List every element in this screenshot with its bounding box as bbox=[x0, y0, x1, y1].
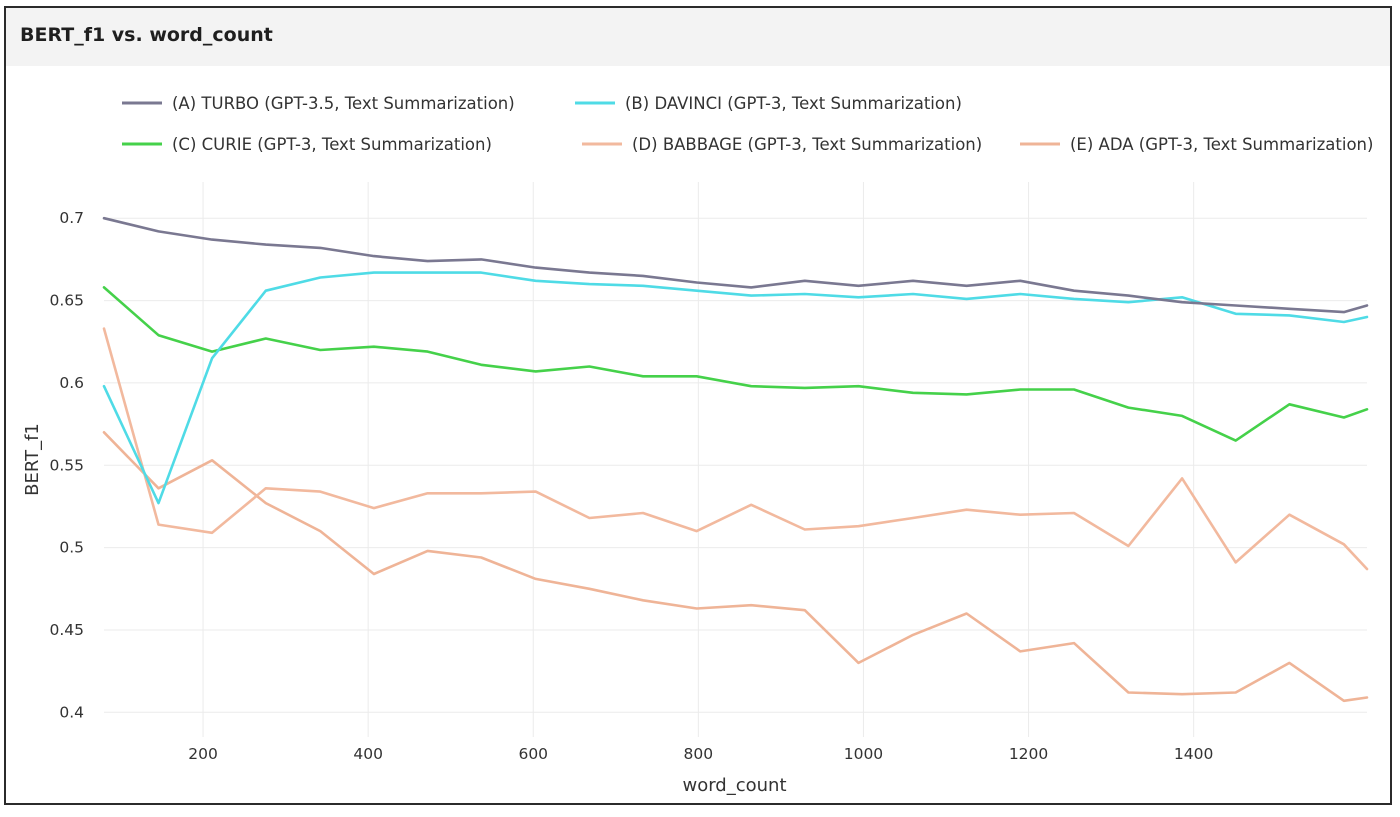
x-tick-label: 400 bbox=[353, 745, 383, 763]
y-tick-label: 0.6 bbox=[59, 374, 84, 392]
series-line bbox=[102, 216, 1369, 314]
x-tick-label: 800 bbox=[684, 745, 714, 763]
series-line bbox=[102, 327, 1369, 571]
y-tick-label: 0.65 bbox=[49, 292, 84, 310]
legend-label: (A) TURBO (GPT-3.5, Text Summarization) bbox=[172, 94, 515, 113]
y-tick-label: 0.45 bbox=[49, 621, 84, 639]
y-tick-label: 0.4 bbox=[59, 703, 84, 721]
panel-title: BERT_f1 vs. word_count bbox=[20, 24, 273, 46]
legend-label: (C) CURIE (GPT-3, Text Summarization) bbox=[172, 135, 492, 154]
axis-ticks: 0.4 0.45 0.5 0.55 0.6 0.65 0.7 200 400 600 800 1000… bbox=[49, 209, 1213, 763]
series-line bbox=[102, 271, 1369, 505]
x-tick-label: 1200 bbox=[1009, 745, 1048, 763]
legend-label: (E) ADA (GPT-3, Text Summarization) bbox=[1070, 135, 1373, 154]
y-tick-label: 0.5 bbox=[59, 539, 84, 557]
legend: (A) TURBO (GPT-3.5, Text Summarization) (… bbox=[122, 94, 1373, 154]
series-line bbox=[102, 286, 1369, 442]
grid bbox=[104, 182, 1367, 737]
series-lines bbox=[102, 216, 1369, 703]
legend-label: (B) DAVINCI (GPT-3, Text Summarization) bbox=[625, 94, 962, 113]
x-tick-label: 1400 bbox=[1174, 745, 1213, 763]
panel-header: BERT_f1 vs. word_count bbox=[6, 8, 1390, 66]
x-tick-label: 600 bbox=[518, 745, 548, 763]
y-tick-label: 0.55 bbox=[49, 456, 84, 474]
series-line bbox=[102, 430, 1369, 703]
x-axis-title: word_count bbox=[682, 775, 786, 796]
legend-label: (D) BABBAGE (GPT-3, Text Summarization) bbox=[632, 135, 982, 154]
y-tick-label: 0.7 bbox=[59, 209, 84, 227]
x-tick-label: 200 bbox=[188, 745, 218, 763]
y-axis-title: BERT_f1 bbox=[22, 423, 43, 496]
x-tick-label: 1000 bbox=[844, 745, 883, 763]
